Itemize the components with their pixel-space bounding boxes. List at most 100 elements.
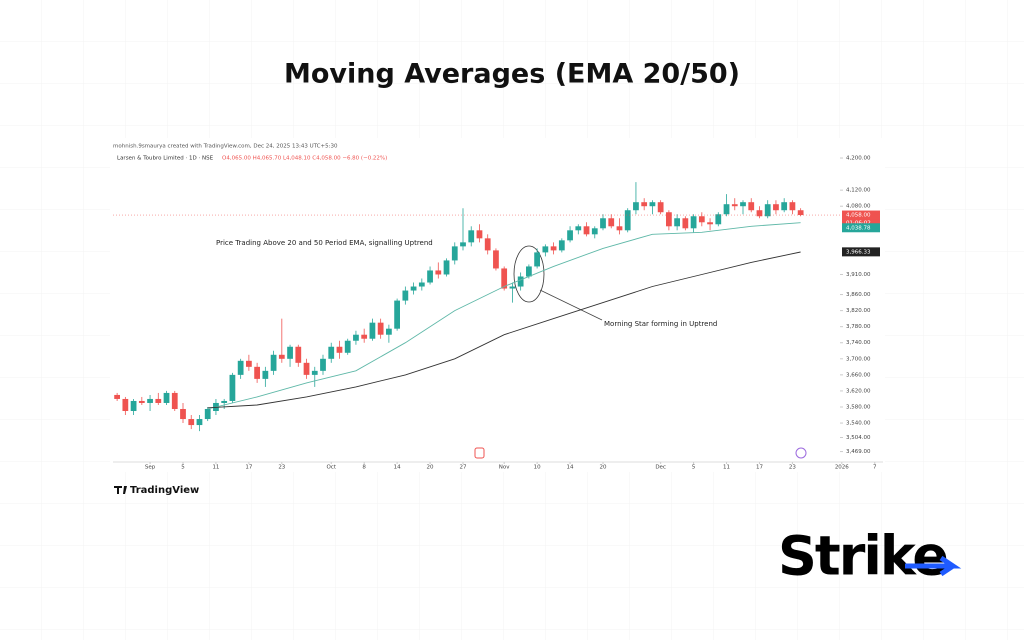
candle-body bbox=[320, 358, 326, 371]
x-tick-label: 5 bbox=[181, 465, 185, 471]
y-tick-label: 3,740.00 bbox=[846, 340, 871, 346]
candle-body bbox=[386, 328, 392, 335]
chart-panel bbox=[110, 138, 885, 472]
candle-body bbox=[558, 240, 565, 251]
candle-body bbox=[723, 204, 730, 215]
candle-body bbox=[731, 204, 738, 207]
price-tag-label: 4,058.00 bbox=[846, 213, 871, 219]
y-tick-label: 3,540.00 bbox=[846, 421, 871, 427]
x-tick-label: 20 bbox=[600, 465, 607, 471]
candle-body bbox=[542, 246, 549, 253]
candle-body bbox=[509, 286, 516, 289]
symbol: Larsen & Toubro Limited · 1D · NSE bbox=[117, 156, 214, 162]
candle-body bbox=[361, 334, 368, 339]
candle-body bbox=[180, 408, 186, 420]
candle-body bbox=[789, 202, 796, 211]
highlight-ellipse bbox=[513, 245, 545, 303]
y-tick-label: 3,910.00 bbox=[846, 272, 871, 278]
candle-body bbox=[740, 202, 746, 207]
credit: mohnish.9smaurya created with TradingVie… bbox=[113, 144, 338, 150]
price-tag-label: 3,966.33 bbox=[846, 249, 871, 255]
candle-body bbox=[237, 360, 244, 375]
candle-body bbox=[353, 334, 359, 341]
candle-body bbox=[246, 360, 252, 367]
candle-body bbox=[270, 354, 277, 371]
candle-body bbox=[666, 212, 672, 227]
x-tick-label: 27 bbox=[460, 465, 467, 471]
x-tick-label: 5 bbox=[692, 465, 696, 471]
x-tick-label: Oct bbox=[326, 465, 336, 471]
candle-body bbox=[764, 204, 771, 217]
candle-body bbox=[303, 362, 310, 375]
candle-body bbox=[204, 408, 211, 420]
price-tag-label: 4,038.78 bbox=[846, 225, 871, 231]
candle-body bbox=[287, 346, 293, 359]
candle-body bbox=[534, 252, 540, 267]
candle-body bbox=[583, 226, 590, 235]
brand-arrow bbox=[905, 555, 962, 577]
candle-body bbox=[773, 204, 779, 211]
candle-body bbox=[550, 246, 557, 251]
candle-body bbox=[221, 400, 228, 403]
candle-body bbox=[682, 218, 689, 229]
candle-body bbox=[451, 246, 458, 261]
candle-body bbox=[138, 400, 145, 403]
candle-body bbox=[501, 268, 508, 289]
candle-body bbox=[690, 216, 697, 229]
platform: TradingView bbox=[130, 485, 199, 496]
countdown-tag bbox=[842, 219, 880, 228]
x-tick-label: 20 bbox=[427, 465, 434, 471]
candle-body bbox=[418, 282, 425, 287]
x-tick-label: 2026 bbox=[835, 465, 849, 471]
candle-body bbox=[616, 226, 623, 231]
y-tick-label: 3,504.00 bbox=[846, 435, 871, 441]
candle-body bbox=[328, 346, 335, 359]
candle-body bbox=[188, 419, 195, 426]
candle-body bbox=[600, 218, 606, 229]
candle-body bbox=[171, 392, 178, 409]
candle-body bbox=[748, 202, 755, 211]
x-tick-label: 17 bbox=[245, 465, 252, 471]
y-tick-label: 3,700.00 bbox=[846, 356, 871, 362]
candle-body bbox=[591, 228, 598, 235]
candle-body bbox=[155, 398, 162, 403]
price-tag bbox=[842, 223, 880, 233]
x-tick-label: Nov bbox=[499, 465, 510, 471]
candle-body bbox=[526, 266, 532, 277]
candle-body bbox=[114, 394, 120, 399]
candle-body bbox=[254, 366, 260, 379]
candle-body bbox=[781, 202, 788, 211]
candle-body bbox=[229, 374, 236, 401]
ema-line bbox=[207, 222, 801, 410]
x-tick-label: 23 bbox=[789, 465, 796, 471]
x-tick-label: Dec bbox=[655, 465, 666, 471]
x-tick-label: 7 bbox=[873, 465, 877, 471]
candle-body bbox=[698, 216, 705, 223]
candle-body bbox=[756, 210, 763, 217]
candle-body bbox=[163, 392, 170, 403]
candle-body bbox=[575, 226, 582, 231]
candle-body bbox=[394, 300, 400, 329]
y-tick-label: 3,860.00 bbox=[846, 292, 871, 298]
x-tick-label: 14 bbox=[394, 465, 401, 471]
candle-body bbox=[336, 346, 343, 353]
candle-body bbox=[344, 340, 351, 353]
y-tick-label: 4,200.00 bbox=[846, 156, 871, 162]
event-icon bbox=[795, 447, 807, 459]
candle-body bbox=[427, 270, 433, 283]
candle-body bbox=[460, 242, 466, 247]
y-tick-label: 3,820.00 bbox=[846, 308, 871, 314]
y-tick-label: 3,469.00 bbox=[846, 449, 871, 455]
candle-body bbox=[377, 322, 384, 335]
candle-body bbox=[674, 218, 680, 227]
annotation: Morning Star forming in Uptrend bbox=[604, 320, 717, 328]
candle-body bbox=[443, 260, 450, 275]
x-tick-label: 10 bbox=[534, 465, 541, 471]
candle-body bbox=[196, 419, 203, 426]
x-tick-label: 14 bbox=[567, 465, 574, 471]
candle-body bbox=[402, 290, 409, 301]
tv-logo bbox=[114, 486, 127, 494]
brand: Strike bbox=[778, 525, 947, 588]
y-tick-label: 4,120.00 bbox=[846, 188, 871, 194]
